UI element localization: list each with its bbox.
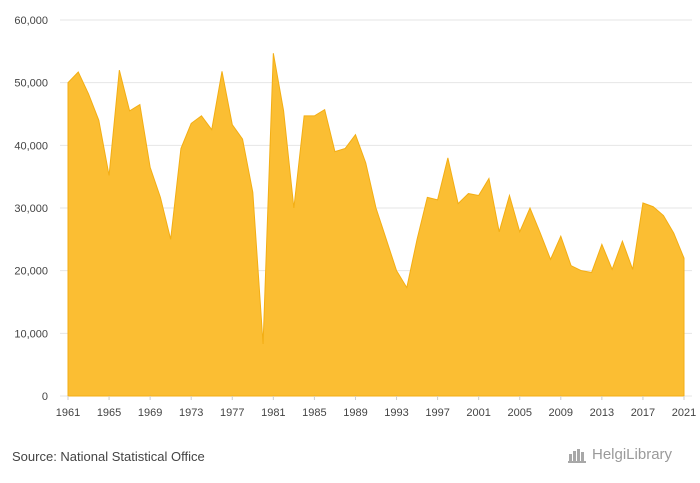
x-tick-label: 2013 [590, 407, 614, 419]
x-tick-label: 2017 [631, 407, 655, 419]
x-tick-label: 1977 [220, 407, 244, 419]
x-tick-label: 1989 [343, 407, 367, 419]
area-series [67, 53, 685, 397]
x-axis-ticks: 1961 1965 1969 1973 1977 1981 1985 1989 1993 1997… [56, 396, 696, 419]
x-tick-label: 1993 [384, 407, 408, 419]
x-tick-label: 2009 [549, 407, 573, 419]
x-tick-label: 1981 [261, 407, 285, 419]
y-axis-ticks: 0 10,000 20,000 30,000 40,000 50,000 60,000 [14, 15, 48, 403]
area-fill [67, 53, 685, 397]
y-tick-label: 40,000 [14, 140, 48, 152]
x-tick-label: 1961 [56, 407, 80, 419]
y-tick-label: 60,000 [14, 15, 48, 27]
library-buildings-icon [568, 447, 588, 463]
x-tick-label: 2001 [466, 407, 490, 419]
helgilibrary-logo[interactable]: HelgiLibrary [568, 446, 672, 463]
y-tick-label: 30,000 [14, 203, 48, 215]
y-tick-label: 10,000 [14, 328, 48, 340]
y-tick-label: 20,000 [14, 266, 48, 278]
x-tick-label: 1973 [179, 407, 203, 419]
x-tick-label: 1965 [97, 407, 121, 419]
y-tick-label: 0 [42, 391, 48, 403]
x-tick-label: 1985 [302, 407, 326, 419]
logo-text: HelgiLibrary [592, 446, 673, 463]
source-note: Source: National Statistical Office [12, 449, 205, 464]
y-tick-label: 50,000 [14, 78, 48, 90]
x-tick-label: 1997 [425, 407, 449, 419]
x-tick-label: 2021 [672, 407, 696, 419]
x-tick-label: 2005 [507, 407, 531, 419]
x-tick-label: 1969 [138, 407, 162, 419]
area-chart: 0 10,000 20,000 30,000 40,000 50,000 60,000 19… [14, 15, 696, 419]
